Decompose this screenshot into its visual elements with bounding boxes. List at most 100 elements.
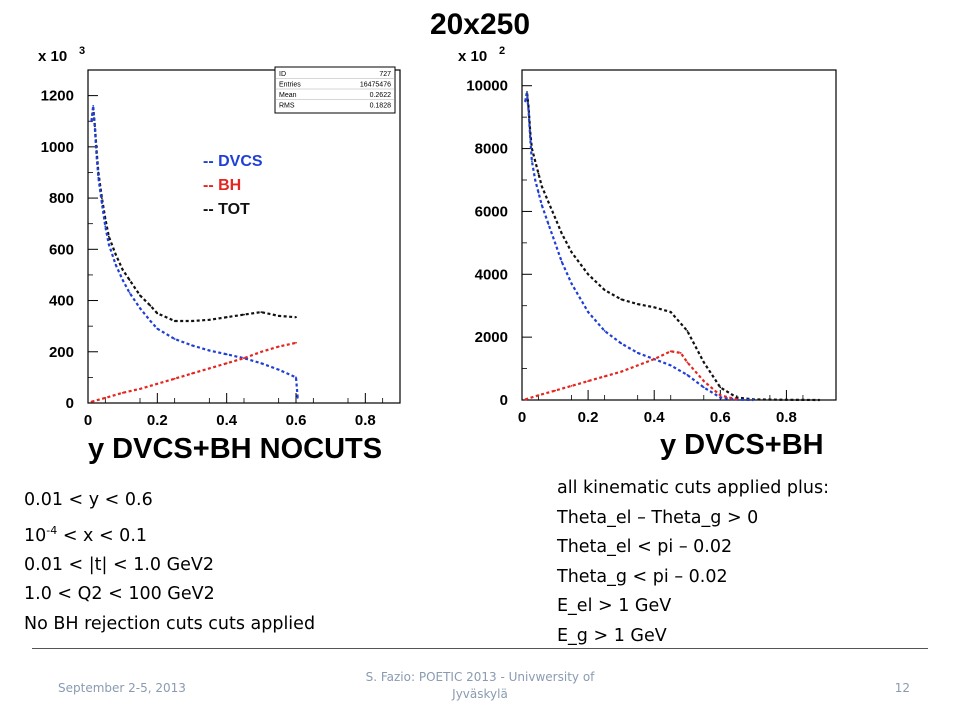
- data-point-tot: [101, 197, 103, 200]
- right-cut-e-el: E_el > 1 GeV: [557, 596, 672, 616]
- plot-frame: [521, 69, 837, 401]
- data-point-tot: [653, 306, 656, 309]
- data-point-dvcs: [104, 225, 107, 228]
- data-point-dvcs: [296, 397, 299, 399]
- left-cut-t: 0.01 < |t| < 1.0 GeV2: [24, 554, 215, 575]
- data-point-tot: [669, 311, 672, 313]
- data-point-dvcs: [560, 260, 563, 263]
- data-point-dvcs: [636, 352, 639, 354]
- left-cut-q2: 1.0 < Q2 < 100 GeV2: [24, 584, 215, 605]
- x-tick-label: 0.8: [776, 409, 797, 426]
- right-cut-theta-el: Theta_el < pi – 0.02: [557, 537, 733, 557]
- right-x-axis-title: y DVCS+BH: [660, 429, 824, 461]
- data-point-bh: [537, 394, 540, 397]
- x-tick-label: 0.4: [216, 412, 238, 429]
- y-tick-label: 4000: [475, 266, 508, 283]
- data-point-dvcs: [191, 344, 193, 347]
- data-point-tot: [149, 304, 152, 307]
- data-point-bh: [524, 398, 527, 401]
- data-point-tot: [686, 330, 689, 332]
- right-cuts-list: all kinematic cuts applied plus: Theta_e…: [557, 474, 829, 651]
- plot-frame: [87, 69, 401, 404]
- data-point-dvcs: [92, 105, 95, 107]
- data-point-dvcs: [686, 374, 689, 376]
- data-point-bh: [156, 382, 159, 385]
- data-point-bh: [208, 367, 211, 370]
- data-point-bh: [104, 397, 107, 399]
- y-tick-label: 2000: [475, 329, 508, 346]
- data-point-dvcs: [94, 128, 96, 130]
- data-point-tot: [537, 172, 540, 175]
- y-multiplier-label: x 10: [38, 48, 67, 65]
- data-point-tot: [295, 316, 297, 319]
- y-multiplier-label: x 10: [458, 48, 487, 65]
- data-point-bh: [669, 350, 672, 353]
- data-point-bh: [587, 380, 589, 382]
- data-point-dvcs: [156, 327, 159, 330]
- data-point-dvcs: [173, 338, 176, 340]
- stats-value: 0.2622: [370, 92, 392, 99]
- data-point-tot: [139, 294, 141, 297]
- data-point-dvcs: [295, 376, 297, 379]
- data-point-dvcs: [107, 243, 110, 246]
- data-point-dvcs: [260, 362, 263, 365]
- left-cut-note: No BH rejection cuts cuts applied: [24, 613, 316, 634]
- data-point-dvcs: [121, 279, 124, 281]
- data-point-tot: [191, 320, 193, 322]
- stats-box-frame: [274, 66, 396, 114]
- stats-value: 16475476: [360, 82, 391, 89]
- right-cut-e-g: E_g > 1 GeV: [557, 625, 667, 646]
- data-point-dvcs: [208, 349, 211, 352]
- data-point-dvcs: [669, 364, 672, 367]
- left-cuts-list: 0.01 < y < 0.6 10-4 < x < 0.1 0.01 < |t|…: [24, 486, 315, 639]
- y-multiplier-exponent: 2: [499, 45, 505, 57]
- data-point-tot: [540, 185, 543, 188]
- footer-divider: [32, 648, 928, 649]
- data-point-dvcs: [570, 282, 573, 285]
- data-point-bh: [620, 370, 623, 373]
- y-tick-label: 0: [500, 392, 508, 409]
- stats-value: 0.1828: [370, 103, 392, 110]
- left-histogram: 0 200 400 600 800 1000 1200 0 0.2 0.4 0.6 0.8 x 10 3 I…: [20, 40, 420, 430]
- left-cut-y: 0.01 < y < 0.6: [24, 490, 153, 510]
- y-tick-label: 6000: [475, 203, 508, 220]
- y-tick-label: 200: [49, 344, 74, 361]
- data-point-tot: [526, 91, 528, 93]
- data-point-dvcs: [603, 330, 606, 332]
- footer-page-number: 12: [894, 681, 910, 695]
- data-point-bh: [702, 380, 705, 382]
- y-tick-label: 10000: [466, 78, 508, 95]
- data-point-tot: [277, 315, 280, 317]
- y-tick-label: 1200: [41, 88, 74, 105]
- data-point-tot: [620, 298, 623, 301]
- data-point-bh: [686, 361, 689, 364]
- data-point-tot: [636, 303, 639, 305]
- y-tick-label: 1000: [41, 139, 74, 156]
- data-point-dvcs: [537, 191, 540, 194]
- y-tick-label: 8000: [475, 141, 508, 158]
- stats-box: ID 727 Entries 16475476 Mean 0.2622 RMS 0.1828: [274, 66, 396, 114]
- data-point-dvcs: [95, 156, 98, 158]
- data-point-bh: [570, 385, 573, 387]
- y-tick-label: 400: [49, 293, 74, 310]
- x-tick-label: 0.2: [578, 409, 599, 426]
- data-point-dvcs: [534, 179, 537, 181]
- x-tick-label: 0.8: [355, 412, 376, 429]
- data-point-bh: [679, 352, 682, 354]
- data-point-tot: [587, 273, 589, 276]
- x-tick-label: 0.6: [286, 412, 307, 429]
- data-point-bh: [295, 341, 297, 344]
- legend: -- DVCS -- BH -- TOT: [203, 150, 263, 222]
- right-histogram: 0 2000 4000 6000 8000 10000 0 0.2 0.4 0.6 0.8 x 10 2: [440, 40, 850, 430]
- data-point-bh: [173, 377, 176, 380]
- data-point-dvcs: [554, 242, 556, 244]
- data-point-dvcs: [547, 223, 550, 225]
- footer-date: September 2-5, 2013: [58, 681, 186, 695]
- right-cut-theta-diff: Theta_el – Theta_g > 0: [557, 507, 759, 528]
- data-point-dvcs: [114, 263, 117, 266]
- data-point-dvcs: [527, 110, 530, 112]
- data-point-dvcs: [128, 292, 131, 294]
- legend-tot: -- TOT: [203, 201, 250, 218]
- data-point-dvcs: [149, 320, 152, 322]
- data-point-tot: [560, 232, 563, 235]
